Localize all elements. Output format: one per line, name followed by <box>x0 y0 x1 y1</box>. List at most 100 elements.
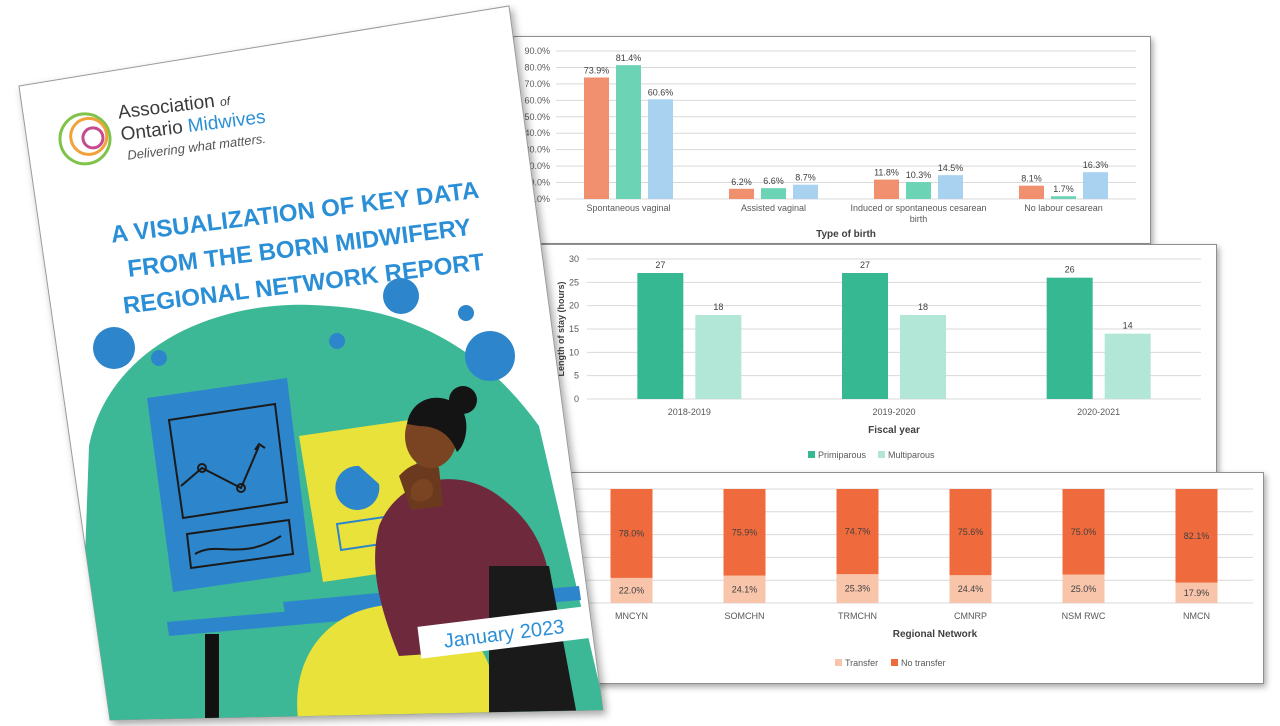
bar-segment <box>836 574 879 603</box>
legend-label: Primiparous <box>818 450 867 460</box>
y-tick-label: 0.0% <box>529 194 550 204</box>
bubble-shape <box>383 278 419 314</box>
bar <box>1104 333 1151 399</box>
y-tick-label: 70.0% <box>524 79 550 89</box>
y-tick-label: 25 <box>569 277 579 287</box>
x-tick-label: No labour cesarean <box>1024 203 1103 213</box>
bar-segment <box>1175 489 1218 583</box>
data-label: 6.2% <box>731 177 752 187</box>
y-tick-label: 60.0% <box>524 95 550 105</box>
legend-label: Transfer <box>845 658 878 668</box>
data-label: 14 <box>1123 321 1133 331</box>
x-tick-label: 2018-2019 <box>668 407 711 417</box>
bar <box>900 315 946 399</box>
bar-segment <box>1062 489 1105 575</box>
bar <box>729 188 754 199</box>
y-tick-label: 30.0% <box>524 145 550 155</box>
y-tick-label: 30 <box>569 254 579 264</box>
bubble-shape <box>458 305 474 321</box>
y-tick-label: 10 <box>569 347 579 357</box>
y-tick-label: 90.0% <box>524 46 550 56</box>
data-label: 75.0% <box>1071 527 1097 537</box>
y-tick-label: 15 <box>569 324 579 334</box>
bar <box>637 273 684 399</box>
bar <box>1019 185 1044 199</box>
date-box <box>417 606 591 659</box>
y-tick-label: 80.0% <box>524 62 550 72</box>
x-tick-label: 2019-2020 <box>872 407 915 417</box>
data-label: 60.6% <box>648 87 674 97</box>
woman-illustration <box>375 386 579 720</box>
data-label: 81.4% <box>616 53 642 63</box>
data-label: 73.9% <box>584 65 610 75</box>
x-tick-label: NSM RWC <box>1062 611 1106 621</box>
y-axis-title: Length of stay (hours) <box>556 282 566 377</box>
legend-swatch <box>878 451 885 458</box>
bar <box>874 179 899 199</box>
length-of-stay-chart: 30 25 20 15 10 5 0 Length of stay (hours) 27 18 20… <box>556 254 1201 460</box>
transfer-chart: 100.0%80.0%60.0%40.0%20.0%0.0%22.0%78.0%… <box>540 484 1253 668</box>
transfer-chart-card: 100.0%80.0%60.0%40.0%20.0%0.0%22.0%78.0%… <box>522 472 1264 684</box>
x-tick-label: Assisted vaginal <box>741 203 806 213</box>
legend-label: Multiparous <box>888 450 935 460</box>
data-label: 24.1% <box>732 584 758 594</box>
data-label: 74.7% <box>845 527 871 537</box>
bubble-shape <box>465 331 515 381</box>
y-tick-label: 0 <box>574 394 579 404</box>
report-cover: January 2023 Association of Ontario Midw… <box>18 5 604 721</box>
bar <box>695 315 742 399</box>
logo-ring-icon <box>58 112 112 166</box>
x-tick-label: Induced or spontaneous cesarean <box>850 203 986 213</box>
data-label: 25.3% <box>845 584 871 594</box>
data-label: 18 <box>918 302 928 312</box>
data-label: 22.0% <box>619 585 645 595</box>
logo-ring-icon <box>81 126 105 150</box>
data-label: 75.9% <box>732 527 758 537</box>
y-tick-label: 50.0% <box>524 112 550 122</box>
x-tick-label: MNCYN <box>615 611 648 621</box>
bar <box>938 175 963 199</box>
y-tick-label: 20.0% <box>524 161 550 171</box>
legend-label: No transfer <box>901 658 946 668</box>
keyboard-shape <box>283 590 411 614</box>
bar <box>1083 172 1108 199</box>
bar-segment <box>949 489 992 576</box>
y-tick-label: 10.0% <box>524 178 550 188</box>
birth-type-chart: 90.0% 80.0% 70.0% 60.0% 50.0% 40.0% 30.0% 20.0%… <box>524 46 1136 240</box>
data-label: 10.3% <box>906 170 932 180</box>
x-tick-label: NMCN <box>1183 611 1210 621</box>
x-tick-label: 2020-2021 <box>1077 407 1120 417</box>
bar <box>1051 196 1076 199</box>
data-label: 24.4% <box>958 584 984 594</box>
bar-segment <box>723 575 766 603</box>
bar-segment <box>610 489 653 578</box>
logo-ring-icon <box>69 116 109 156</box>
bar-segment <box>723 489 766 576</box>
bubble-shape <box>151 350 167 366</box>
x-tick-label: CMNRP <box>954 611 987 621</box>
data-label: 8.1% <box>1021 174 1042 184</box>
desk-leg-shape <box>205 634 219 720</box>
data-label: 16.3% <box>1083 160 1109 170</box>
bar-segment <box>949 575 992 603</box>
data-label: 14.5% <box>938 163 964 173</box>
bar <box>761 188 786 199</box>
length-of-stay-chart-card: 30 25 20 15 10 5 0 Length of stay (hours) 27 18 20… <box>540 244 1217 474</box>
x-axis-title: Type of birth <box>816 229 876 240</box>
bar-segment <box>1062 574 1105 603</box>
bubble-shape <box>329 333 345 349</box>
data-label: 17.9% <box>1184 588 1210 598</box>
data-label: 18 <box>713 302 723 312</box>
bubble-shape <box>93 327 135 369</box>
bar <box>616 65 641 200</box>
monitor-illustration <box>147 378 311 592</box>
data-label: 8.7% <box>795 173 816 183</box>
x-tick-label: SOMCHN <box>725 611 765 621</box>
bar-segment <box>1175 582 1218 603</box>
x-axis-title: Regional Network <box>893 629 978 640</box>
data-label: 82.1% <box>1184 531 1210 541</box>
bar <box>584 77 609 199</box>
x-tick-label: birth <box>910 214 928 224</box>
birth-type-chart-card: 90.0% 80.0% 70.0% 60.0% 50.0% 40.0% 30.0% 20.0%… <box>513 36 1151 244</box>
data-label: 27 <box>860 260 870 270</box>
